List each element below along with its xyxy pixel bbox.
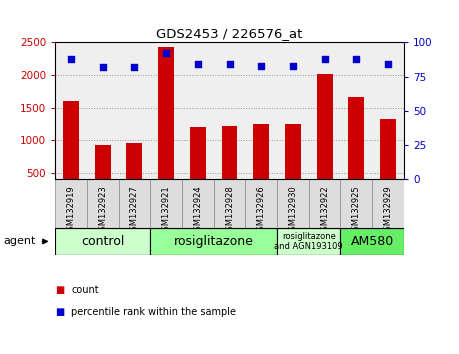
Bar — [158, 47, 174, 179]
Title: GDS2453 / 226576_at: GDS2453 / 226576_at — [157, 27, 302, 40]
Text: GSM132925: GSM132925 — [352, 185, 361, 236]
Text: AM580: AM580 — [351, 235, 394, 248]
Bar — [150, 228, 277, 255]
Text: GSM132923: GSM132923 — [98, 185, 107, 236]
Text: count: count — [71, 285, 99, 295]
Bar — [87, 42, 118, 179]
Point — [67, 56, 75, 62]
Text: GSM132919: GSM132919 — [67, 185, 75, 236]
Bar — [309, 42, 341, 179]
Bar — [246, 42, 277, 179]
Text: GSM132921: GSM132921 — [162, 185, 171, 236]
Bar — [380, 119, 396, 179]
Bar — [55, 228, 150, 255]
Point — [194, 62, 202, 67]
Bar — [222, 126, 237, 179]
Point — [289, 63, 297, 69]
Bar — [341, 179, 372, 228]
Bar — [182, 179, 213, 228]
Bar — [309, 179, 341, 228]
Point — [257, 63, 265, 69]
Point — [384, 62, 392, 67]
Bar — [95, 145, 111, 179]
Bar — [63, 101, 79, 179]
Bar — [150, 42, 182, 179]
Point — [226, 62, 233, 67]
Bar — [213, 42, 246, 179]
Bar — [277, 42, 309, 179]
Bar — [182, 42, 213, 179]
Point — [99, 64, 106, 70]
Bar — [341, 42, 372, 179]
Text: agent: agent — [4, 236, 36, 246]
Text: GSM132928: GSM132928 — [225, 185, 234, 236]
Bar — [285, 124, 301, 179]
Bar — [277, 179, 309, 228]
Text: control: control — [81, 235, 124, 248]
Bar — [150, 179, 182, 228]
Text: GSM132926: GSM132926 — [257, 185, 266, 236]
Bar — [277, 228, 341, 255]
Text: rosiglitazone: rosiglitazone — [174, 235, 253, 248]
Bar — [372, 42, 404, 179]
Point — [321, 56, 328, 62]
Bar — [118, 42, 150, 179]
Text: rosiglitazone
and AGN193109: rosiglitazone and AGN193109 — [274, 232, 343, 251]
Text: ■: ■ — [55, 307, 64, 316]
Text: GSM132924: GSM132924 — [193, 185, 202, 236]
Text: GSM132922: GSM132922 — [320, 185, 329, 236]
Bar — [341, 228, 404, 255]
Bar — [213, 179, 246, 228]
Bar — [87, 179, 118, 228]
Bar — [348, 97, 364, 179]
Bar — [55, 179, 87, 228]
Point — [162, 51, 170, 56]
Text: GSM132930: GSM132930 — [288, 185, 297, 236]
Bar — [190, 127, 206, 179]
Bar — [372, 179, 404, 228]
Point — [131, 64, 138, 70]
Bar — [55, 42, 87, 179]
Bar — [246, 179, 277, 228]
Bar — [253, 124, 269, 179]
Text: percentile rank within the sample: percentile rank within the sample — [71, 307, 236, 316]
Bar — [126, 143, 142, 179]
Text: GSM132927: GSM132927 — [130, 185, 139, 236]
Point — [353, 56, 360, 62]
Text: GSM132929: GSM132929 — [384, 185, 392, 236]
Bar — [118, 179, 150, 228]
Bar — [317, 74, 333, 179]
Text: ■: ■ — [55, 285, 64, 295]
